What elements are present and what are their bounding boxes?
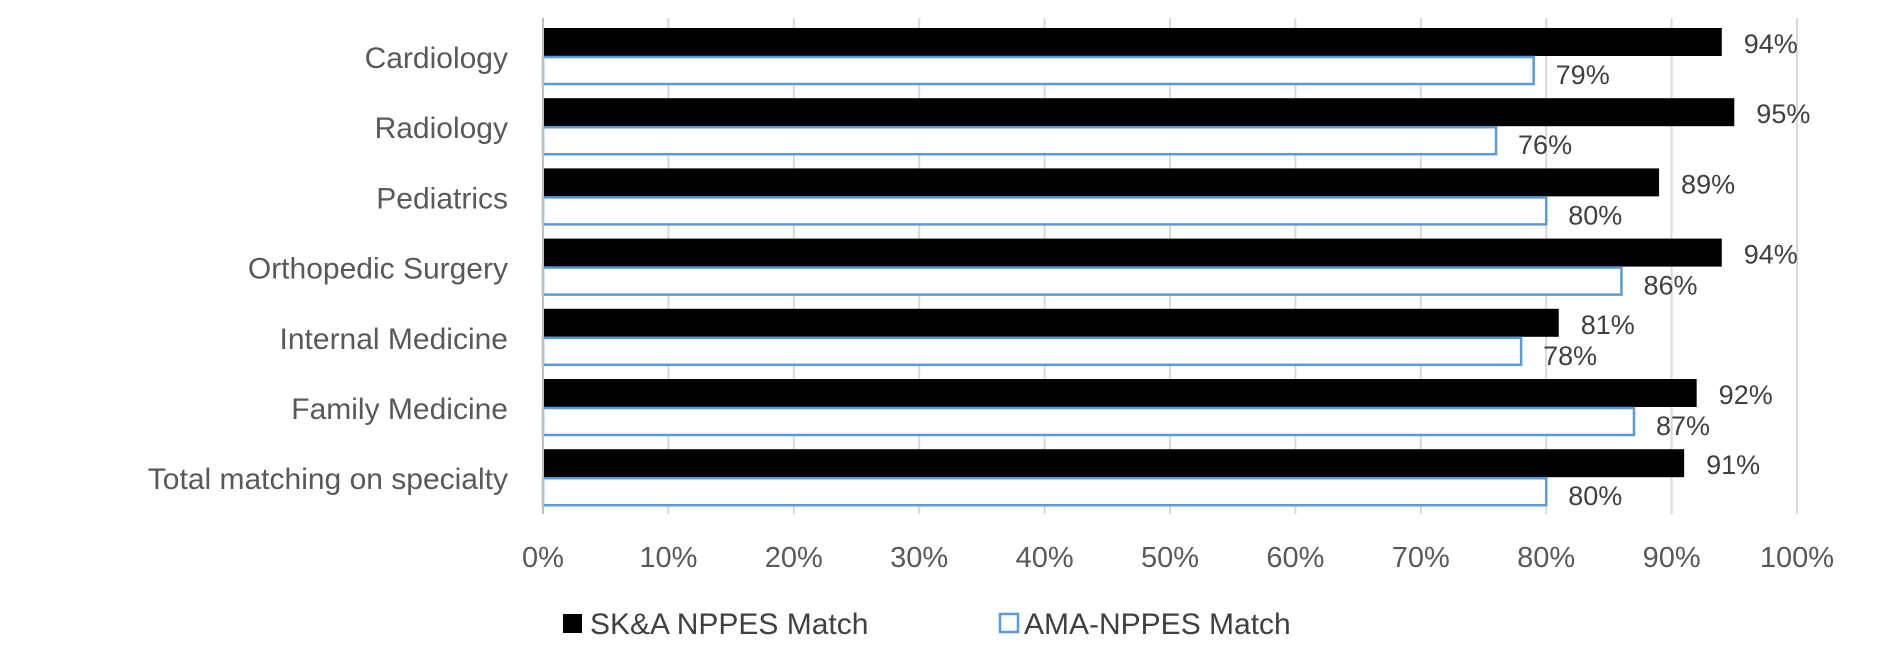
labels: Cardiology 94% 79% Radiology 95% 76% Pediatric… <box>148 29 1811 511</box>
x-tick-label-100: 100% <box>1760 542 1834 574</box>
data-label-skanda-nppes-match-orthopedic-surgery: 94% <box>1744 240 1798 270</box>
data-label-ama-nppes-match-internal-medicine: 78% <box>1543 341 1597 371</box>
x-tick-label-20: 20% <box>765 542 823 574</box>
category-label-orthopedic-surgery: Orthopedic Surgery <box>248 253 508 286</box>
legend-marker-ama-nppes-match <box>998 612 1020 634</box>
x-tick-label-90: 90% <box>1643 542 1701 574</box>
x-tick-label-70: 70% <box>1392 542 1450 574</box>
category-label-cardiology: Cardiology <box>365 42 508 75</box>
bar-ama-nppes-match-total-matching-on-specialty <box>541 476 1548 507</box>
data-label-ama-nppes-match-total-matching-on-specialty: 80% <box>1568 481 1622 511</box>
axes: 0% 10% 20% 30% 40% 50% 60% 70% 80% 90% 100% <box>522 18 1834 574</box>
bar-skanda-nppes-match-pediatrics <box>543 168 1660 197</box>
bar-skanda-nppes-match-cardiology <box>543 28 1722 56</box>
data-label-skanda-nppes-match-pediatrics: 89% <box>1681 169 1735 199</box>
bar-skanda-nppes-match-internal-medicine <box>543 308 1559 337</box>
legend: SK&A NPPES Match AMA-NPPES Match <box>563 608 1291 641</box>
category-label-internal-medicine: Internal Medicine <box>280 323 508 356</box>
bar-ama-nppes-match-radiology <box>541 125 1498 156</box>
bar-skanda-nppes-match-family-medicine <box>543 379 1697 407</box>
x-tick-label-10: 10% <box>639 542 697 574</box>
category-label-family-medicine: Family Medicine <box>291 393 508 426</box>
category-label-pediatrics: Pediatrics <box>376 182 508 215</box>
category-label-total-matching-on-specialty: Total matching on specialty <box>148 463 508 496</box>
x-tick-label-0: 0% <box>522 542 564 574</box>
data-label-skanda-nppes-match-radiology: 95% <box>1756 99 1810 129</box>
bar-ama-nppes-match-pediatrics <box>541 196 1548 226</box>
bar-ama-nppes-match-internal-medicine <box>541 336 1523 367</box>
x-tick-label-40: 40% <box>1016 542 1074 574</box>
legend-label-ama-nppes-match: AMA-NPPES Match <box>1024 608 1291 641</box>
x-tick-label-80: 80% <box>1517 542 1575 574</box>
bar-skanda-nppes-match-radiology <box>543 98 1735 127</box>
data-label-ama-nppes-match-family-medicine: 87% <box>1656 411 1710 441</box>
data-label-skanda-nppes-match-cardiology: 94% <box>1744 29 1798 59</box>
data-label-ama-nppes-match-orthopedic-surgery: 86% <box>1643 271 1697 301</box>
bar-ama-nppes-match-family-medicine <box>541 406 1636 437</box>
legend-marker-skanda-nppes-match <box>563 614 582 633</box>
bar-skanda-nppes-match-orthopedic-surgery <box>543 238 1722 267</box>
x-tick-label-60: 60% <box>1266 542 1324 574</box>
data-label-skanda-nppes-match-family-medicine: 92% <box>1719 380 1773 410</box>
x-tick-label-30: 30% <box>890 542 948 574</box>
data-label-ama-nppes-match-cardiology: 79% <box>1556 60 1610 90</box>
bar-skanda-nppes-match-total-matching-on-specialty <box>543 449 1685 478</box>
category-label-radiology: Radiology <box>375 112 508 145</box>
bar-ama-nppes-match-orthopedic-surgery <box>541 266 1623 296</box>
data-label-skanda-nppes-match-internal-medicine: 81% <box>1581 310 1635 340</box>
data-label-ama-nppes-match-pediatrics: 80% <box>1568 200 1622 230</box>
x-tick-label-50: 50% <box>1141 542 1199 574</box>
bar-ama-nppes-match-cardiology <box>541 55 1535 86</box>
data-label-skanda-nppes-match-total-matching-on-specialty: 91% <box>1706 450 1760 480</box>
bars <box>541 28 1735 507</box>
legend-label-skanda-nppes-match: SK&A NPPES Match <box>590 608 868 641</box>
data-label-ama-nppes-match-radiology: 76% <box>1518 130 1572 160</box>
